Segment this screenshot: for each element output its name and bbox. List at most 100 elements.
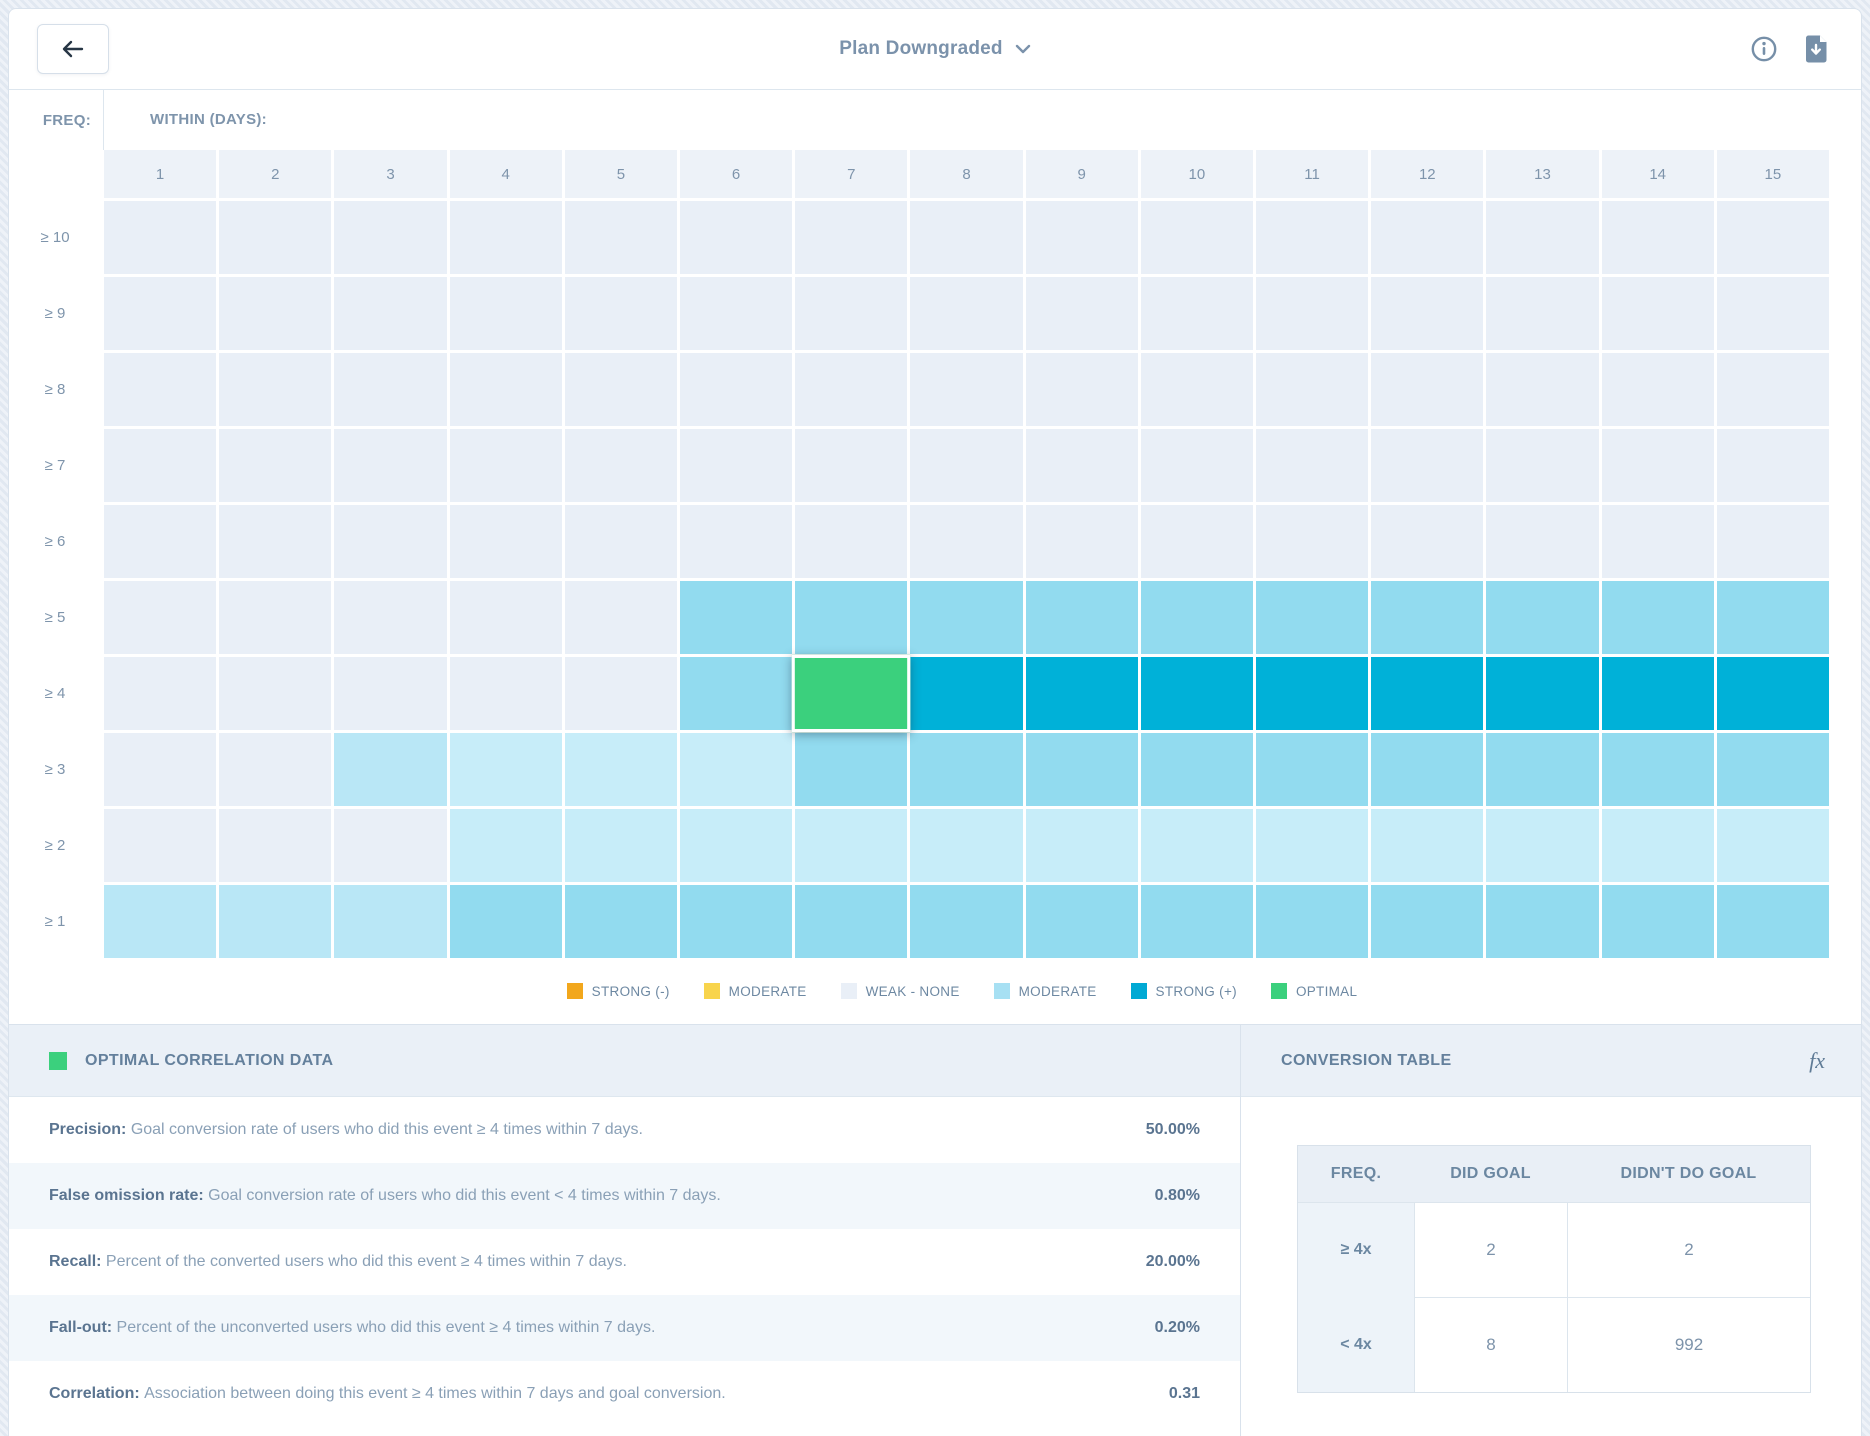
heatmap-cell[interactable] bbox=[795, 809, 908, 882]
heatmap-cell[interactable] bbox=[104, 809, 217, 882]
heatmap-cell[interactable] bbox=[1601, 657, 1714, 730]
heatmap-cell[interactable] bbox=[795, 581, 908, 654]
heatmap-cell[interactable] bbox=[1716, 885, 1829, 958]
heatmap-cell[interactable] bbox=[1255, 277, 1369, 350]
heatmap-cell[interactable] bbox=[910, 581, 1023, 654]
heatmap-cell[interactable] bbox=[1371, 201, 1484, 274]
heatmap-cell[interactable] bbox=[449, 657, 562, 730]
heatmap-cell[interactable] bbox=[564, 733, 677, 806]
heatmap-cell[interactable] bbox=[564, 885, 677, 958]
back-button[interactable] bbox=[37, 24, 109, 74]
heatmap-cell[interactable] bbox=[1025, 733, 1138, 806]
heatmap-cell[interactable] bbox=[1025, 809, 1138, 882]
heatmap-cell[interactable] bbox=[1486, 277, 1599, 350]
heatmap-cell[interactable] bbox=[1140, 809, 1253, 882]
heatmap-cell[interactable] bbox=[1716, 353, 1829, 426]
formula-fx-icon[interactable]: fx bbox=[1809, 1047, 1825, 1073]
heatmap-cell[interactable] bbox=[910, 733, 1023, 806]
heatmap-cell[interactable] bbox=[334, 581, 447, 654]
heatmap-cell[interactable] bbox=[334, 809, 447, 882]
heatmap-cell[interactable] bbox=[219, 657, 332, 730]
heatmap-cell[interactable] bbox=[334, 429, 447, 502]
heatmap-cell[interactable] bbox=[1371, 353, 1484, 426]
heatmap-cell[interactable] bbox=[795, 505, 908, 578]
heatmap-cell[interactable] bbox=[795, 885, 908, 958]
heatmap-cell[interactable] bbox=[1140, 277, 1253, 350]
heatmap-cell[interactable] bbox=[679, 657, 793, 730]
heatmap-cell[interactable] bbox=[219, 733, 332, 806]
heatmap-cell[interactable] bbox=[1140, 429, 1253, 502]
heatmap-cell[interactable] bbox=[449, 353, 562, 426]
heatmap-cell[interactable] bbox=[564, 277, 677, 350]
heatmap-cell[interactable] bbox=[1716, 429, 1829, 502]
heatmap-cell[interactable] bbox=[795, 277, 908, 350]
heatmap-cell[interactable] bbox=[1025, 581, 1138, 654]
heatmap-cell[interactable] bbox=[1716, 733, 1829, 806]
heatmap-cell[interactable] bbox=[104, 657, 217, 730]
heatmap-cell[interactable] bbox=[1140, 657, 1253, 730]
heatmap-cell[interactable] bbox=[910, 201, 1023, 274]
heatmap-cell[interactable] bbox=[1140, 885, 1253, 958]
heatmap-cell[interactable] bbox=[1140, 201, 1253, 274]
heatmap-cell[interactable] bbox=[679, 201, 793, 274]
info-icon[interactable] bbox=[1751, 36, 1777, 62]
heatmap-cell[interactable] bbox=[564, 581, 677, 654]
heatmap-cell[interactable] bbox=[334, 353, 447, 426]
heatmap-cell[interactable] bbox=[1255, 201, 1369, 274]
heatmap-cell[interactable] bbox=[1486, 429, 1599, 502]
heatmap-cell[interactable] bbox=[1486, 581, 1599, 654]
heatmap-cell[interactable] bbox=[910, 353, 1023, 426]
heatmap-cell[interactable] bbox=[910, 885, 1023, 958]
heatmap-cell[interactable] bbox=[219, 581, 332, 654]
heatmap-cell[interactable] bbox=[449, 809, 562, 882]
heatmap-cell[interactable] bbox=[910, 277, 1023, 350]
heatmap-cell[interactable] bbox=[104, 353, 217, 426]
heatmap-cell[interactable] bbox=[564, 505, 677, 578]
heatmap-cell[interactable] bbox=[449, 277, 562, 350]
heatmap-cell[interactable] bbox=[1371, 733, 1484, 806]
heatmap-cell[interactable] bbox=[564, 657, 677, 730]
heatmap-cell[interactable] bbox=[1601, 733, 1714, 806]
heatmap-cell[interactable] bbox=[334, 277, 447, 350]
heatmap-cell[interactable] bbox=[1255, 885, 1369, 958]
heatmap-cell[interactable] bbox=[910, 657, 1023, 730]
heatmap-cell[interactable] bbox=[1140, 505, 1253, 578]
heatmap-cell[interactable] bbox=[1601, 277, 1714, 350]
heatmap-cell[interactable] bbox=[1025, 277, 1138, 350]
heatmap-cell[interactable] bbox=[1025, 885, 1138, 958]
heatmap-cell[interactable] bbox=[1716, 657, 1829, 730]
heatmap-cell[interactable] bbox=[104, 505, 217, 578]
heatmap-cell[interactable] bbox=[1486, 733, 1599, 806]
heatmap-cell[interactable] bbox=[1371, 505, 1484, 578]
heatmap-cell[interactable] bbox=[104, 885, 217, 958]
heatmap-cell[interactable] bbox=[219, 277, 332, 350]
heatmap-cell[interactable] bbox=[1255, 657, 1369, 730]
heatmap-cell[interactable] bbox=[1255, 429, 1369, 502]
heatmap-cell[interactable] bbox=[449, 733, 562, 806]
heatmap-cell[interactable] bbox=[1025, 353, 1138, 426]
heatmap-cell[interactable] bbox=[219, 885, 332, 958]
heatmap-cell[interactable] bbox=[564, 353, 677, 426]
heatmap-cell[interactable] bbox=[1255, 505, 1369, 578]
heatmap-cell[interactable] bbox=[1140, 733, 1253, 806]
heatmap-cell[interactable] bbox=[219, 201, 332, 274]
heatmap-cell[interactable] bbox=[334, 505, 447, 578]
heatmap-cell[interactable] bbox=[449, 429, 562, 502]
heatmap-cell[interactable] bbox=[910, 505, 1023, 578]
heatmap-cell[interactable] bbox=[1140, 353, 1253, 426]
heatmap-cell[interactable] bbox=[795, 733, 908, 806]
heatmap-cell[interactable] bbox=[564, 429, 677, 502]
heatmap-cell[interactable] bbox=[679, 733, 793, 806]
heatmap-cell[interactable] bbox=[1025, 505, 1138, 578]
heatmap-cell[interactable] bbox=[1601, 505, 1714, 578]
heatmap-cell[interactable] bbox=[1371, 809, 1484, 882]
heatmap-cell[interactable] bbox=[219, 809, 332, 882]
heatmap-cell[interactable] bbox=[679, 277, 793, 350]
heatmap-cell[interactable] bbox=[1255, 809, 1369, 882]
heatmap-cell[interactable] bbox=[1601, 201, 1714, 274]
heatmap-cell[interactable] bbox=[449, 885, 562, 958]
heatmap-cell[interactable] bbox=[1716, 581, 1829, 654]
heatmap-cell[interactable] bbox=[795, 201, 908, 274]
heatmap-cell[interactable] bbox=[449, 201, 562, 274]
heatmap-cell[interactable] bbox=[1371, 657, 1484, 730]
